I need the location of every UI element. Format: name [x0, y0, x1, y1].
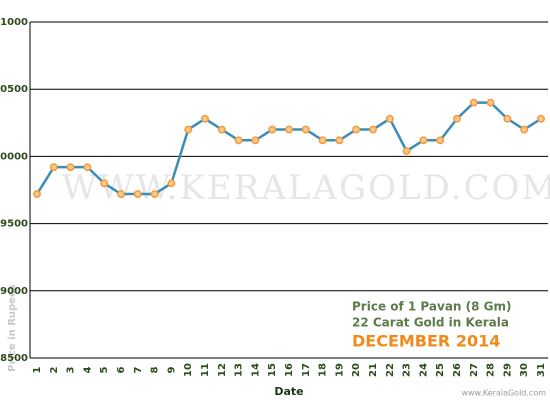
x-tick-label: 22 [385, 363, 396, 377]
x-tick-label: 23 [402, 363, 413, 377]
x-tick-label: 8 [150, 366, 161, 373]
point-marker [419, 136, 428, 145]
point-marker [352, 125, 361, 134]
x-tick-label: 30 [519, 363, 530, 377]
x-tick-label: 2 [49, 366, 60, 373]
x-tick-label: 27 [469, 363, 480, 377]
y-axis-label: Price in Rupees [7, 284, 18, 371]
x-tick-label: 24 [418, 363, 429, 377]
point-marker [49, 163, 58, 172]
x-tick-label: 12 [217, 363, 228, 377]
x-tick-label: 17 [301, 363, 312, 377]
point-marker [402, 147, 411, 155]
point-marker [301, 125, 310, 134]
point-marker [268, 125, 277, 134]
chart-title: Price of 1 Pavan (8 Gm) [352, 300, 512, 314]
x-tick-label: 19 [334, 363, 345, 377]
point-marker [100, 179, 109, 188]
point-marker [385, 114, 394, 123]
point-marker [369, 125, 377, 134]
watermark: WWW.KERALAGOLD.COM [62, 168, 550, 208]
period-label: DECEMBER 2014 [352, 332, 500, 351]
x-tick-label: 4 [82, 366, 93, 373]
y-tick-label: 19500 [0, 219, 28, 230]
point-marker [520, 125, 529, 134]
x-tick-label: 29 [502, 363, 513, 377]
point-marker [150, 190, 159, 198]
point-marker [167, 179, 176, 188]
point-marker [503, 114, 512, 123]
point-marker [453, 114, 461, 123]
point-marker [436, 136, 445, 145]
x-tick-label: 14 [250, 363, 261, 377]
x-tick-label: 9 [166, 366, 177, 373]
x-tick-label: 10 [183, 363, 194, 377]
point-marker [335, 136, 344, 145]
x-tick-label: 28 [486, 363, 497, 377]
x-tick-label: 7 [133, 366, 144, 373]
y-tick-label: 20000 [0, 151, 28, 162]
point-marker [83, 163, 92, 172]
y-tick-label: 21000 [0, 17, 28, 28]
y-tick-label: 20500 [0, 84, 28, 95]
point-marker [469, 98, 478, 107]
y-tick-label: 19000 [0, 286, 28, 297]
point-marker [285, 125, 293, 134]
point-marker [318, 136, 327, 145]
x-tick-label: 31 [536, 363, 547, 377]
credit: www.KeralaGold.com [461, 389, 546, 398]
x-tick-label: 5 [99, 366, 110, 373]
x-tick-label: 1 [32, 366, 43, 373]
x-tick-label: 25 [435, 363, 446, 377]
x-tick-label: 3 [66, 366, 77, 373]
x-tick-label: 26 [452, 363, 463, 377]
point-marker [66, 163, 75, 172]
x-tick-label: 6 [116, 366, 127, 373]
x-tick-label: 21 [368, 363, 379, 377]
point-marker [217, 125, 226, 134]
x-axis-label: Date [274, 385, 303, 398]
x-tick-label: 16 [284, 363, 295, 377]
x-tick-label: 18 [318, 363, 329, 377]
point-marker [33, 190, 41, 198]
point-marker [486, 98, 495, 107]
point-marker [537, 114, 545, 123]
point-marker [251, 136, 260, 145]
x-tick-label: 15 [267, 363, 278, 377]
point-marker [234, 136, 243, 145]
x-tick-label: 20 [351, 363, 362, 377]
point-marker [184, 125, 193, 134]
y-tick-label: 18500 [0, 353, 28, 364]
chart-subtitle: 22 Carat Gold in Kerala [352, 316, 509, 330]
x-tick-label: 11 [200, 363, 211, 377]
x-tick-label: 13 [234, 363, 245, 377]
point-marker [133, 190, 142, 198]
point-marker [201, 114, 209, 123]
point-marker [117, 190, 125, 198]
